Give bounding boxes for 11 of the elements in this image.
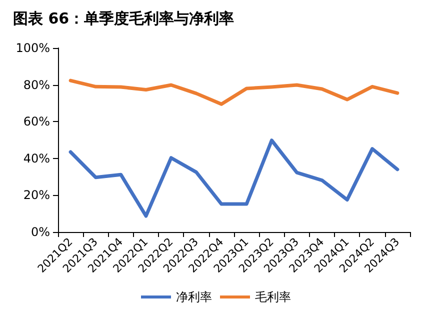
y-tick-label: 100% <box>16 41 50 55</box>
line-series <box>68 78 400 106</box>
chart-title: 图表 66：单季度毛利率与净利率 <box>13 10 234 28</box>
y-tick-label: 40% <box>23 151 50 166</box>
y-tick-label: 0% <box>30 225 50 239</box>
y-tick-label: 20% <box>23 188 50 202</box>
line-series <box>68 138 400 218</box>
y-tick-label: 60% <box>23 114 50 129</box>
legend-label: 毛利率 <box>255 290 291 304</box>
legend-label: 净利率 <box>176 290 212 304</box>
y-tick-label: 80% <box>23 78 50 92</box>
